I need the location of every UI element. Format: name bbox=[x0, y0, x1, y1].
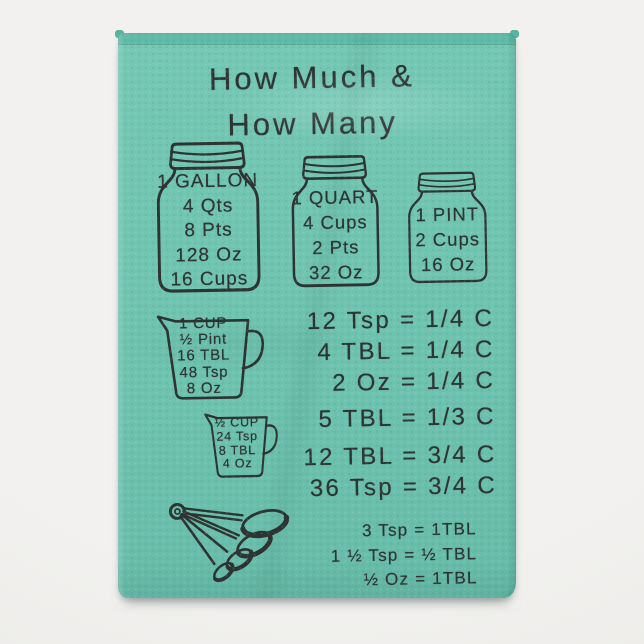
towel-top-hem bbox=[115, 30, 519, 44]
mason-jar-icon bbox=[408, 171, 488, 284]
conversion-line: 4 TBL = 1/4 C bbox=[317, 335, 495, 366]
measure-line: 16 TBL bbox=[177, 346, 231, 365]
towel-title: How Much & How Many bbox=[151, 52, 473, 150]
half-cup-text: ½ CUP 24 Tsp 8 TBL 4 Oz bbox=[202, 415, 273, 472]
measuring-spoons-graphic bbox=[161, 498, 297, 585]
kitchen-towel: How Much & How Many 1 GALLON 4 Qts 8 Pts… bbox=[115, 30, 519, 598]
measure-line: 32 Oz bbox=[308, 261, 364, 284]
pint-jar-text: 1 PINT 2 Cups 16 Oz bbox=[401, 201, 494, 278]
measuring-cup-icon bbox=[204, 413, 278, 478]
mason-jar-icon bbox=[291, 155, 380, 288]
quart-jar-text: 1 QUART 4 Cups 2 Pts 32 Oz bbox=[284, 184, 388, 286]
conversion-line: 12 TBL = 3/4 C bbox=[303, 440, 497, 472]
measure-line: 16 Oz bbox=[420, 253, 476, 276]
gallon-jar-graphic: 1 GALLON 4 Qts 8 Pts 128 Oz 16 Cups bbox=[147, 138, 270, 300]
measure-line: 2 Cups bbox=[415, 228, 481, 251]
measure-line: 1 QUART bbox=[291, 185, 379, 209]
title-line-1: How Much & bbox=[208, 58, 415, 97]
measure-line: 2 Pts bbox=[312, 236, 360, 259]
conversion-group: 12 Tsp = 1/4 C 4 TBL = 1/4 C 2 Oz = 1/4 … bbox=[254, 303, 496, 400]
measure-line: 4 Cups bbox=[302, 211, 368, 234]
measuring-cup-icon bbox=[156, 315, 264, 400]
one-cup-text: 1 CUP ½ Pint 16 TBL 48 Tsp 8 Oz bbox=[152, 315, 255, 398]
conversion-line: 5 TBL = 1/3 C bbox=[318, 402, 497, 433]
measure-line: 8 Pts bbox=[184, 219, 233, 242]
conversion-line: ½ Oz = 1TBL bbox=[363, 568, 478, 590]
measure-line: 128 Oz bbox=[175, 243, 243, 266]
gallon-jar-text: 1 GALLON 4 Qts 8 Pts 128 Oz 16 Cups bbox=[147, 169, 269, 294]
conversion-line: 2 Oz = 1/4 C bbox=[331, 366, 496, 397]
half-cup-graphic: ½ CUP 24 Tsp 8 TBL 4 Oz bbox=[200, 409, 283, 480]
conversion-line: 12 Tsp = 1/4 C bbox=[306, 304, 495, 336]
measuring-spoons-icon bbox=[168, 502, 290, 583]
measure-line: 1 GALLON bbox=[156, 170, 259, 193]
conversion-group: 5 TBL = 1/3 C bbox=[256, 401, 497, 436]
mason-jar-icon bbox=[156, 141, 261, 293]
measure-line: 24 Tsp bbox=[216, 428, 258, 444]
towel-print: How Much & How Many 1 GALLON 4 Qts 8 Pts… bbox=[113, 30, 521, 602]
measure-line: 4 Oz bbox=[222, 456, 253, 472]
quart-jar-graphic: 1 QUART 4 Cups 2 Pts 32 Oz bbox=[283, 152, 387, 294]
measure-line: 4 Qts bbox=[182, 194, 234, 217]
conversion-line: 3 Tsp = 1TBL bbox=[361, 519, 477, 541]
conversion-list-large: 12 Tsp = 1/4 C 4 TBL = 1/4 C 2 Oz = 1/4 … bbox=[254, 303, 497, 505]
conversion-list-small: 3 Tsp = 1TBL 1 ½ Tsp = ½ TBL ½ Oz = 1TBL bbox=[257, 517, 478, 594]
one-cup-graphic: 1 CUP ½ Pint 16 TBL 48 Tsp 8 Oz bbox=[150, 309, 272, 403]
measure-line: 1 PINT bbox=[415, 203, 480, 226]
measure-line: 16 Cups bbox=[170, 268, 249, 291]
measure-line: 8 Oz bbox=[186, 379, 222, 398]
conversion-group: 12 TBL = 3/4 C 36 Tsp = 3/4 C bbox=[256, 439, 497, 505]
pint-jar-graphic: 1 PINT 2 Cups 16 Oz bbox=[400, 169, 494, 289]
